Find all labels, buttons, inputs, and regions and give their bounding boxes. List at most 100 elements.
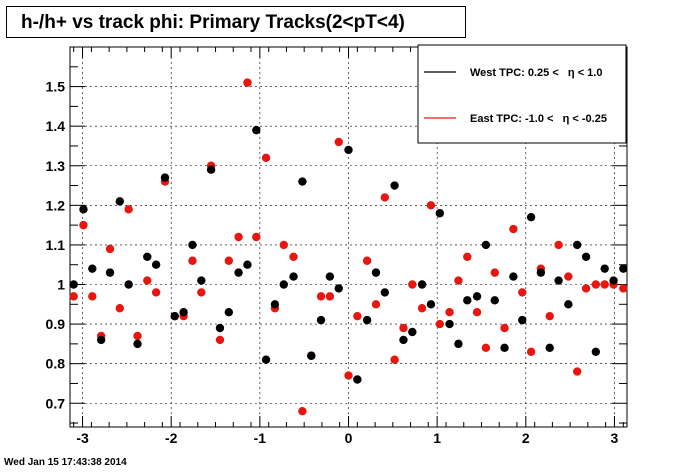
- y-tick-label: 0.8: [46, 356, 66, 372]
- data-point-west: [564, 300, 573, 309]
- data-point-west: [197, 276, 206, 285]
- data-point-east: [591, 280, 601, 289]
- data-point-east: [454, 276, 463, 285]
- data-point-west: [151, 260, 161, 269]
- data-point-east: [518, 288, 527, 297]
- data-point-west: [554, 276, 563, 285]
- data-point-west: [88, 264, 97, 273]
- data-point-west: [481, 240, 491, 250]
- data-point-west: [445, 319, 454, 329]
- data-point-east: [133, 331, 142, 341]
- data-point-west: [316, 315, 326, 325]
- data-point-east: [234, 232, 243, 242]
- data-point-east: [463, 252, 472, 261]
- data-points: [69, 78, 628, 416]
- data-point-east: [88, 292, 97, 301]
- data-point-west: [380, 288, 390, 297]
- y-tick-label: 0.7: [46, 395, 66, 411]
- data-point-west: [472, 292, 482, 301]
- data-point-east: [573, 367, 582, 376]
- timestamp-label: Wed Jan 15 17:43:38 2014: [4, 457, 127, 468]
- data-point-west: [399, 335, 408, 345]
- data-point-west: [252, 125, 261, 135]
- data-point-east: [197, 288, 206, 297]
- data-point-east: [252, 232, 261, 242]
- data-point-west: [609, 276, 618, 285]
- data-point-west: [96, 335, 106, 345]
- data-point-east: [261, 153, 271, 163]
- data-point-east: [115, 304, 124, 313]
- data-point-west: [573, 240, 582, 250]
- data-point-east: [435, 319, 445, 329]
- data-point-west: [133, 339, 142, 349]
- data-point-west: [215, 323, 225, 333]
- data-point-east: [545, 311, 554, 321]
- data-point-west: [261, 355, 271, 364]
- x-tick-label: 3: [611, 430, 619, 446]
- data-point-east: [79, 220, 88, 230]
- data-point-west: [526, 213, 536, 222]
- data-point-west: [591, 347, 601, 356]
- x-tick-label: 2: [522, 430, 530, 446]
- data-point-east: [298, 406, 307, 416]
- title-box: h-/h+ vs track phi: Primary Tracks(2<pT<…: [6, 6, 466, 38]
- data-point-west: [289, 272, 298, 281]
- data-point-west: [518, 315, 527, 325]
- data-point-west: [536, 268, 546, 277]
- data-point-east: [362, 256, 372, 265]
- data-point-east: [600, 280, 609, 289]
- data-point-east: [124, 205, 133, 214]
- data-point-east: [426, 201, 436, 210]
- legend-box: [417, 44, 627, 144]
- data-point-east: [500, 323, 509, 333]
- data-point-west: [408, 327, 417, 337]
- x-tick-label: 1: [433, 430, 441, 446]
- data-point-west: [234, 268, 243, 277]
- data-point-west: [426, 300, 436, 309]
- data-point-west: [417, 280, 427, 289]
- data-point-west: [243, 260, 252, 269]
- data-point-east: [564, 272, 573, 281]
- data-point-east: [445, 308, 454, 317]
- data-point-east: [490, 268, 499, 277]
- data-point-west: [224, 308, 234, 317]
- data-point-east: [215, 335, 225, 345]
- data-point-west: [206, 165, 216, 174]
- data-point-east: [417, 304, 427, 313]
- data-point-west: [79, 205, 88, 214]
- data-point-east: [151, 288, 161, 297]
- data-point-east: [481, 343, 491, 353]
- data-point-east: [353, 311, 362, 321]
- data-point-west: [581, 252, 591, 261]
- data-point-east: [509, 224, 518, 234]
- data-point-east: [554, 240, 563, 250]
- y-tick-label: 1.4: [46, 118, 66, 134]
- data-point-east: [243, 78, 252, 87]
- data-point-east: [408, 280, 417, 289]
- data-point-west: [160, 173, 170, 182]
- data-point-west: [454, 339, 463, 349]
- data-point-west: [298, 177, 307, 186]
- data-point-west: [545, 343, 554, 353]
- y-tick-label: 1.5: [46, 79, 66, 95]
- data-point-west: [509, 272, 518, 281]
- data-point-east: [105, 244, 115, 254]
- data-point-west: [115, 197, 124, 206]
- x-tick-label: -2: [165, 430, 178, 446]
- data-point-east: [143, 276, 152, 285]
- data-point-west: [188, 240, 197, 250]
- x-tick-label: 0: [345, 430, 353, 446]
- data-point-east: [581, 284, 591, 293]
- chart-title: h-/h+ vs track phi: Primary Tracks(2<pT<…: [21, 12, 405, 33]
- y-tick-label: 0.9: [46, 316, 66, 332]
- data-point-west: [325, 272, 335, 281]
- data-point-west: [270, 300, 280, 309]
- data-point-east: [224, 256, 234, 265]
- data-point-west: [353, 375, 362, 384]
- data-point-west: [500, 343, 509, 353]
- y-tick-label: 1: [57, 277, 65, 293]
- data-point-west: [435, 209, 445, 218]
- data-point-west: [371, 268, 381, 277]
- legend-label-east: East TPC: -1.0 < η < -0.25: [470, 113, 607, 125]
